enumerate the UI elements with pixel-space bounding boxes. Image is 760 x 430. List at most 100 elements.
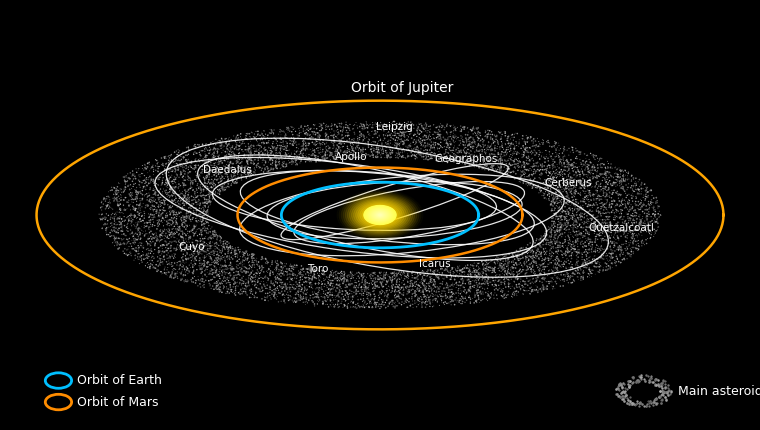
Point [294, 294, 306, 301]
Point [289, 264, 301, 270]
Point [165, 197, 177, 204]
Point [549, 190, 561, 197]
Point [404, 140, 416, 147]
Point [622, 175, 634, 181]
Point [542, 263, 554, 270]
Point [398, 148, 410, 155]
Point [551, 161, 563, 168]
Circle shape [372, 211, 388, 219]
Point [368, 291, 380, 298]
Point [188, 194, 200, 201]
Point [362, 270, 374, 277]
Point [555, 243, 567, 250]
Point [139, 204, 151, 211]
Point [251, 162, 263, 169]
Point [405, 287, 417, 294]
Point [471, 275, 483, 282]
Point [594, 254, 606, 261]
Point [299, 130, 312, 137]
Point [527, 249, 540, 256]
Point [366, 148, 378, 155]
Point [141, 239, 154, 246]
Point [581, 178, 593, 185]
Point [286, 135, 298, 141]
Point [548, 185, 560, 192]
Point [546, 144, 559, 150]
Point [393, 150, 405, 157]
Point [461, 125, 473, 132]
Point [575, 211, 587, 218]
Point [219, 186, 231, 193]
Point [504, 160, 516, 166]
Point [597, 220, 610, 227]
Point [541, 172, 553, 179]
Point [459, 142, 471, 149]
Point [301, 157, 313, 163]
Point [287, 154, 299, 160]
Point [556, 243, 568, 249]
Point [564, 274, 576, 281]
Point [435, 297, 448, 304]
Point [553, 182, 565, 189]
Point [169, 168, 182, 175]
Point [551, 163, 563, 170]
Point [373, 301, 385, 307]
Point [601, 216, 613, 223]
Point [157, 223, 169, 230]
Point [278, 281, 290, 288]
Point [494, 144, 506, 150]
Point [517, 135, 529, 142]
Point [504, 153, 516, 160]
Point [562, 222, 574, 229]
Point [544, 181, 556, 188]
Point [367, 288, 379, 295]
Point [397, 138, 409, 145]
Point [605, 203, 617, 210]
Point [197, 244, 209, 251]
Point [448, 291, 461, 298]
Point [610, 221, 622, 228]
Point [648, 218, 660, 224]
Point [208, 264, 220, 270]
Point [131, 189, 143, 196]
Point [352, 133, 364, 140]
Point [271, 260, 283, 267]
Point [137, 185, 149, 192]
Point [173, 174, 185, 181]
Point [629, 193, 641, 200]
Point [571, 258, 583, 265]
Point [130, 225, 142, 232]
Point [396, 296, 408, 303]
Point [255, 267, 267, 274]
Point [531, 246, 543, 253]
Point [135, 255, 147, 261]
Point [534, 170, 546, 177]
Point [528, 254, 540, 261]
Point [553, 239, 565, 246]
Point [164, 238, 176, 245]
Point [232, 268, 244, 275]
Point [163, 172, 175, 179]
Point [299, 275, 312, 282]
Point [185, 228, 198, 235]
Point [182, 177, 195, 184]
Point [635, 205, 647, 212]
Point [584, 160, 597, 166]
Point [412, 129, 424, 136]
Point [229, 280, 241, 286]
Point [362, 129, 374, 135]
Point [493, 156, 505, 163]
Point [141, 196, 154, 203]
Point [197, 283, 209, 289]
Point [497, 258, 509, 265]
Point [180, 188, 192, 195]
Point [497, 293, 509, 300]
Point [356, 292, 368, 299]
Point [189, 192, 201, 199]
Point [461, 150, 473, 157]
Point [513, 283, 525, 289]
Point [362, 138, 374, 144]
Point [555, 207, 567, 214]
Point [194, 241, 206, 248]
Point [424, 126, 436, 133]
